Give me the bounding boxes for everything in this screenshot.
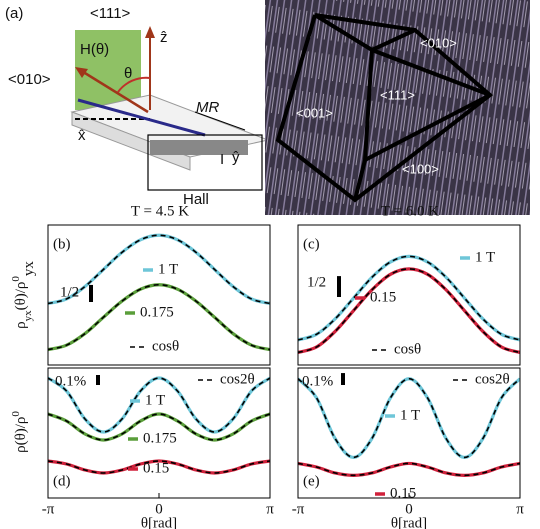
legend-label: 0.175 (140, 304, 174, 320)
data-line (298, 461, 520, 477)
fit-line (298, 377, 520, 459)
panel-label: (c) (303, 236, 320, 252)
legend-label: 0.15 (370, 289, 396, 305)
legend-label: 1 T (158, 261, 178, 277)
photo-label: <010> (420, 35, 457, 50)
fit-line (48, 460, 270, 474)
hall-box (147, 134, 263, 191)
data-line (298, 267, 520, 355)
photo-label: <111> (380, 87, 415, 102)
label: ŷ (232, 149, 240, 166)
x-axis-label: θ[rad] (391, 515, 427, 529)
legend-label: 0.15 (390, 485, 416, 501)
label: I (220, 151, 224, 168)
photo-label: <100> (402, 161, 439, 176)
data-line (48, 412, 270, 442)
label: Hall (183, 191, 209, 208)
fit-line (48, 283, 270, 351)
legend-label: cos2θ (475, 371, 510, 387)
label: MR (196, 99, 219, 116)
scale-bar-label: 0.1% (55, 373, 86, 389)
y-label-part: (θ)/ρ (13, 417, 29, 446)
current-arrow (77, 98, 206, 137)
facet-lines (275, 13, 494, 203)
z-arrowhead (145, 26, 155, 38)
scale-bar-label: 0.1% (302, 373, 333, 389)
field-arrow (79, 68, 149, 114)
schematic: (a) <111> ẑ H(θ) θ <010> MR x̂ ŷ I Hall (5, 5, 270, 208)
fit-line (48, 377, 270, 433)
label: <010> (8, 71, 51, 88)
legend-label: 0.175 (143, 430, 177, 446)
x-tick-label: 0 (155, 501, 163, 517)
y-label-part: 0 (10, 276, 22, 282)
plot: -π 0 πθ[rad](d)ρ(θ)/ρ00.1%1 T0.1750.15cos2… (10, 367, 274, 529)
y-label-part: (θ)/ρ (13, 282, 29, 311)
scale-bar (337, 276, 341, 297)
chart-title: T = 4.5 K (131, 203, 189, 219)
label: x̂ (78, 127, 86, 144)
mr-line (194, 111, 246, 131)
photo: <010> <001> <111> <100> (265, 0, 530, 215)
y-label-part: yx (22, 310, 34, 322)
panel-label: (d) (53, 473, 71, 489)
fit-line (298, 268, 520, 354)
x-axis-label: θ[rad] (141, 515, 177, 529)
panel-label: (e) (303, 473, 320, 489)
x-tick-label: -π (42, 501, 55, 517)
x-tick-label: -π (292, 501, 305, 517)
plot: -π 0 π θ[rad] (e) 0.1% 1 T 0.15 cos2θ (292, 367, 524, 529)
angle-arc (117, 76, 151, 93)
label: H(θ) (80, 41, 109, 58)
y-label-part: ρ (13, 445, 29, 453)
plot-frame (47, 224, 271, 366)
y-axis-label: ρyx(θ)/ρ0yx (10, 261, 38, 329)
fit-line (48, 234, 270, 305)
legend-label: cos2θ (220, 371, 255, 387)
data-line (298, 254, 520, 342)
plot-frame (297, 224, 521, 366)
chart-title: T = 6.0 K (381, 203, 439, 219)
legend-label: 1 T (400, 407, 420, 423)
x-tick-label: 0 (405, 501, 413, 517)
label: θ (124, 65, 132, 82)
scale-bar-label: 1/2 (307, 274, 326, 290)
legend-label: 1 T (145, 392, 165, 408)
plot: T = 6.0 K (c) 1/2 1 T 0.15 cosθ (297, 203, 521, 366)
x-tick-label: π (266, 501, 274, 517)
photo-label: <001> (296, 105, 333, 120)
scale-bar (96, 375, 100, 385)
y-label-part: yx (21, 261, 37, 277)
field-arrowhead (75, 67, 88, 78)
label: <111> (90, 5, 131, 22)
panel-label: (b) (53, 236, 71, 252)
label: ẑ (160, 29, 168, 46)
scale-bar (89, 284, 93, 302)
legend-label: 0.15 (143, 460, 169, 476)
x-tick-label: π (516, 501, 524, 517)
fit-line (298, 462, 520, 477)
y-label-part: 0 (10, 411, 22, 417)
y-label-part: ρ (13, 321, 29, 329)
sample-bar (150, 140, 248, 155)
scale-bar (341, 373, 345, 385)
y-axis-label: ρ(θ)/ρ0 (10, 411, 30, 453)
panel-label: (a) (5, 5, 23, 22)
legend-label: 1 T (475, 249, 495, 265)
scale-bar-label: 1/2 (60, 284, 79, 300)
legend-label: cosθ (394, 341, 421, 357)
legend-label: cosθ (152, 338, 179, 354)
